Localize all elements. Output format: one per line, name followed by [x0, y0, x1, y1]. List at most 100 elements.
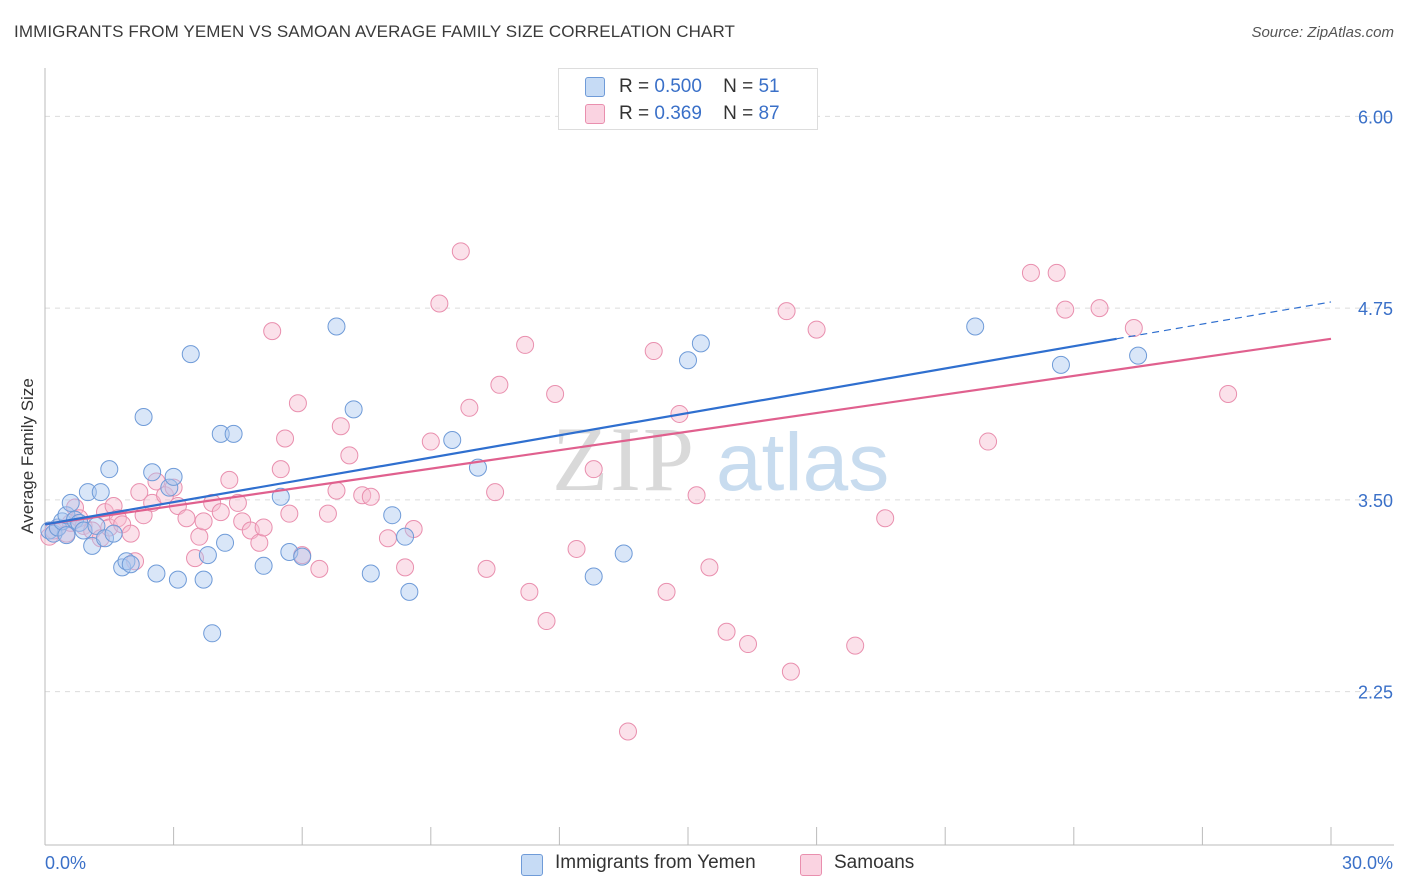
yemen-point: [1129, 346, 1148, 365]
samoans-point: [430, 294, 449, 313]
samoans-point: [310, 559, 329, 578]
x-tick-label: 30.0%: [1342, 853, 1393, 873]
watermark: ZIP atlas: [552, 408, 889, 510]
bottom-legend-label-samoans: Samoans: [834, 852, 915, 873]
samoans-point: [516, 335, 535, 354]
trend-lines: [44, 301, 1332, 526]
samoans-point: [318, 504, 337, 523]
yemen-point: [383, 506, 402, 525]
gridlines: [45, 115, 1394, 693]
samoans-point: [1047, 263, 1066, 282]
samoans-point: [378, 529, 397, 548]
legend-r-label: R =: [619, 76, 650, 97]
samoans-point: [460, 398, 479, 417]
bottom-legend-swatch-blue: [521, 854, 543, 876]
samoans-point: [340, 446, 359, 465]
samoans-point: [361, 487, 380, 506]
legend-r-value: 0.369: [654, 103, 702, 124]
yemen-point: [168, 570, 187, 589]
samoans-point: [130, 483, 149, 502]
series-immigrants-from-yemen: [40, 317, 1148, 643]
samoans-point: [190, 527, 209, 546]
yemen-point: [966, 317, 985, 336]
yemen-point: [91, 483, 110, 502]
legend-n-value: 87: [758, 103, 780, 124]
yemen-point: [96, 529, 115, 548]
yemen-point: [361, 564, 380, 583]
legend-n-value: 51: [758, 76, 780, 97]
samoans-point: [486, 483, 505, 502]
yemen-point: [679, 351, 697, 370]
samoans-point: [280, 504, 299, 523]
series-samoans: [40, 242, 1238, 741]
yemen-point: [614, 544, 633, 563]
samoans-point: [1021, 263, 1040, 282]
x-tick-label: 0.0%: [45, 853, 86, 873]
axes: [44, 68, 1394, 846]
y-tick-label: 2.25: [1358, 683, 1393, 703]
legend-swatch-pink: [585, 104, 605, 124]
yemen-point: [121, 555, 140, 574]
yemen-point: [147, 564, 166, 583]
samoans-point: [490, 375, 509, 394]
samoans-point: [194, 512, 213, 531]
samoans-point: [584, 460, 603, 479]
samoans-point: [537, 612, 556, 631]
bottom-legend-swatch-pink: [800, 854, 822, 876]
samoans-point: [739, 635, 758, 654]
correlation-legend: R = 0.500 N = 51 R = 0.369 N = 87: [558, 68, 818, 130]
samoans-point: [121, 524, 140, 543]
samoans-point: [546, 385, 565, 404]
samoans-point: [687, 486, 706, 505]
yemen-point: [1051, 355, 1070, 374]
source-label: Source: ZipAtlas.com: [1251, 24, 1394, 41]
yemen-point: [164, 467, 183, 486]
yemen-point: [443, 431, 462, 450]
samoans-point: [1219, 385, 1238, 404]
yemen-trend-extension: [1116, 301, 1332, 340]
legend-n-label: N =: [723, 76, 754, 97]
yemen-point: [194, 570, 213, 589]
yemen-point: [203, 624, 222, 643]
chart-title: IMMIGRANTS FROM YEMEN VS SAMOAN AVERAGE …: [14, 22, 736, 41]
bottom-legend-label-yemen: Immigrants from Yemen: [555, 852, 756, 873]
samoans-point: [331, 417, 350, 436]
samoans-point: [807, 320, 826, 339]
samoans-trend-line: [44, 337, 1332, 526]
yemen-point: [327, 317, 346, 336]
legend-n-label: N =: [723, 103, 754, 124]
yemen-point: [100, 460, 119, 479]
samoans-point: [1124, 319, 1143, 338]
samoans-point: [777, 302, 796, 321]
yemen-point: [61, 493, 80, 512]
samoans-point: [644, 342, 663, 361]
yemen-point: [293, 547, 312, 566]
samoans-point: [876, 509, 895, 528]
samoans-point: [220, 470, 239, 489]
yemen-point: [57, 526, 76, 545]
samoans-point: [781, 662, 800, 681]
tick-labels: 2.25 3.50 4.75 6.00 0.0% 30.0%: [45, 107, 1393, 873]
yemen-point: [78, 483, 97, 502]
yemen-point: [143, 463, 162, 482]
yemen-point: [691, 334, 710, 353]
yemen-point: [216, 533, 235, 552]
samoans-point: [1056, 300, 1075, 319]
samoans-point: [250, 533, 269, 552]
samoans-point: [451, 242, 470, 261]
legend-r-label: R =: [619, 103, 650, 124]
yemen-point: [344, 400, 363, 419]
yemen-point: [254, 556, 273, 575]
yemen-point: [134, 408, 153, 427]
samoans-point: [276, 429, 295, 448]
samoans-point: [271, 460, 290, 479]
y-tick-label: 4.75: [1358, 299, 1393, 319]
samoans-point: [288, 394, 307, 413]
samoans-point: [618, 722, 637, 741]
legend-swatch-blue: [585, 77, 605, 97]
samoans-point: [254, 518, 273, 537]
y-tick-label: 3.50: [1358, 491, 1393, 511]
yemen-point: [198, 546, 217, 565]
samoans-point: [567, 539, 586, 558]
